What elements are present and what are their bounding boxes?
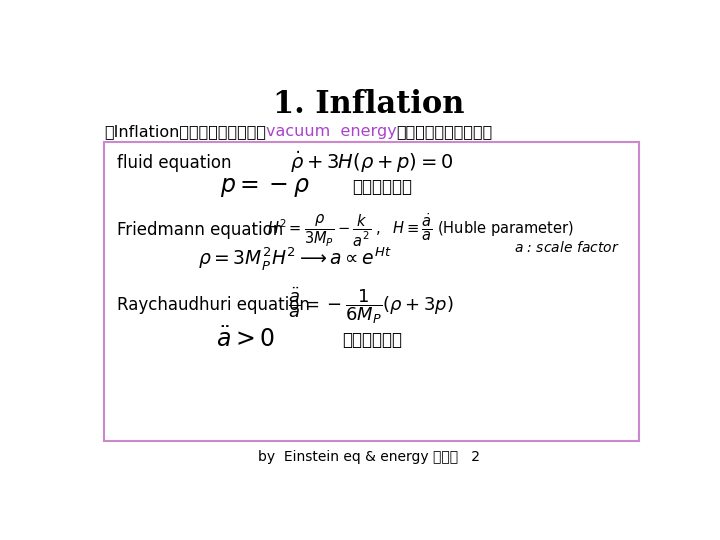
Text: で満たされているとき: で満たされているとき — [397, 124, 493, 139]
Text: $\dot{\rho} + 3H(\rho + p) = 0$: $\dot{\rho} + 3H(\rho + p) = 0$ — [290, 150, 454, 176]
Text: $p = -\rho$: $p = -\rho$ — [220, 175, 310, 199]
Text: $H^2 = \dfrac{\rho}{3M_P} - \dfrac{k}{a^2}\ ,\ \ H \equiv \dfrac{\dot{a}}{a}\ \m: $H^2 = \dfrac{\rho}{3M_P} - \dfrac{k}{a^… — [266, 212, 573, 249]
Text: Friedmann equation: Friedmann equation — [117, 221, 284, 239]
Text: vacuum  energy: vacuum energy — [266, 124, 397, 139]
Text: $\rho = 3M_P^2 H^2 \longrightarrow a \propto e^{Ht}$: $\rho = 3M_P^2 H^2 \longrightarrow a \pr… — [199, 245, 392, 272]
Text: by  Einstein eq & energy 保存則   2: by Einstein eq & energy 保存則 2 — [258, 450, 480, 464]
Text: $\ddot{a} > 0$: $\ddot{a} > 0$ — [215, 327, 274, 352]
Text: $a$ : scale factor: $a$ : scale factor — [514, 240, 619, 255]
Text: （加速膨張）: （加速膨張） — [342, 330, 402, 349]
Text: （負の圧力）: （負の圧力） — [352, 178, 412, 196]
Text: 1. Inflation: 1. Inflation — [274, 90, 464, 120]
FancyBboxPatch shape — [104, 142, 639, 441]
Text: fluid equation: fluid equation — [117, 153, 232, 172]
Text: $\dfrac{\ddot{a}}{a} = -\dfrac{1}{6M_P}(\rho + 3p)$: $\dfrac{\ddot{a}}{a} = -\dfrac{1}{6M_P}(… — [287, 285, 454, 326]
Text: ・Inflationが起こるのは宇宙が: ・Inflationが起こるのは宇宙が — [104, 124, 266, 139]
Text: Raychaudhuri equation: Raychaudhuri equation — [117, 296, 310, 314]
